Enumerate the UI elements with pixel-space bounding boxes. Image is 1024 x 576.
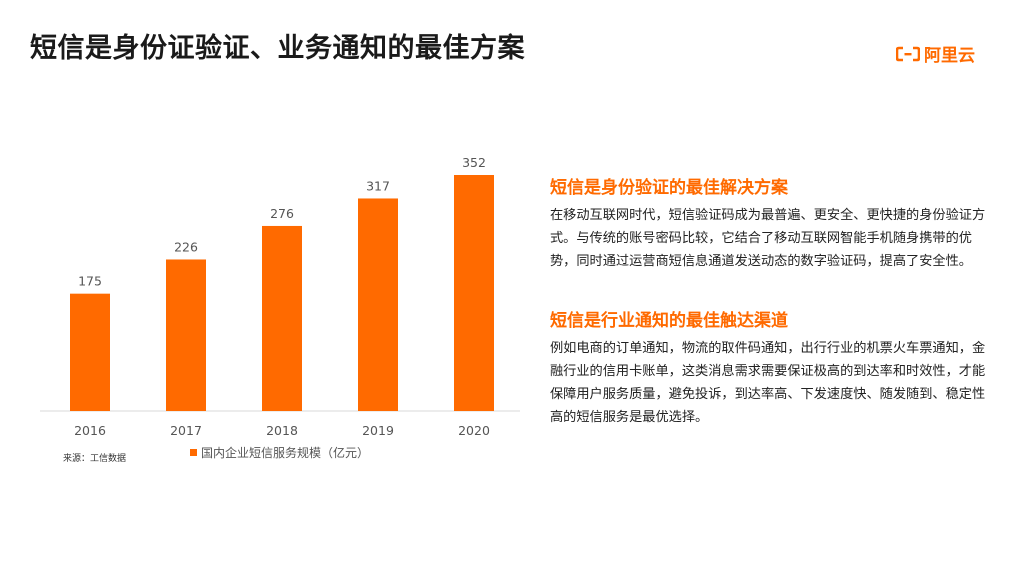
x-tick-label-2017: 2017 (170, 423, 202, 438)
bar-2018 (262, 225, 302, 411)
data-label-2018: 276 (270, 206, 294, 221)
legend-swatch (190, 449, 197, 456)
legend-label: 国内企业短信服务规模（亿元） (201, 446, 370, 460)
data-label-2020: 352 (462, 155, 486, 170)
section-heading: 短信是身份验证的最佳解决方案 (550, 178, 788, 198)
section-body: 例如电商的订单通知，物流的取件码通知，出行行业的机票火车票通知，金融行业的信用卡… (550, 341, 986, 425)
section-body: 在移动互联网时代，短信验证码成为最普遍、更安全、更快捷的身份验证方式。与传统的账… (550, 208, 986, 269)
chart-legend: 国内企业短信服务规模（亿元） (190, 444, 369, 461)
page-title: 短信是身份证验证、业务通知的最佳方案 (30, 33, 525, 64)
data-label-2017: 226 (174, 239, 198, 254)
aliyun-logo: 阿里云 (896, 41, 975, 66)
section-industry-notification: 短信是行业通知的最佳触达渠道 例如电商的订单通知，物流的取件码通知，出行行业的机… (550, 306, 990, 429)
section-heading: 短信是行业通知的最佳触达渠道 (550, 311, 788, 331)
chart-source: 来源：工信数据 (63, 454, 127, 464)
x-tick-label-2020: 2020 (458, 423, 490, 438)
x-tick-label-2016: 2016 (74, 423, 106, 438)
x-tick-label-2019: 2019 (362, 423, 394, 438)
section-identity-verification: 短信是身份验证的最佳解决方案 在移动互联网时代，短信验证码成为最普遍、更安全、更… (550, 173, 990, 273)
bar-2017 (166, 259, 206, 411)
aliyun-logo-icon (896, 46, 920, 61)
bar-2020 (454, 175, 494, 411)
bar-2016 (70, 293, 110, 411)
bar-2019 (358, 198, 398, 411)
data-label-2016: 175 (78, 274, 102, 289)
logo-text: 阿里云 (924, 46, 975, 66)
bar-chart: 175 2016 226 2017 276 2018 317 2019 352 2020 (40, 155, 520, 438)
x-tick-label-2018: 2018 (266, 423, 298, 438)
data-label-2019: 317 (366, 178, 390, 193)
